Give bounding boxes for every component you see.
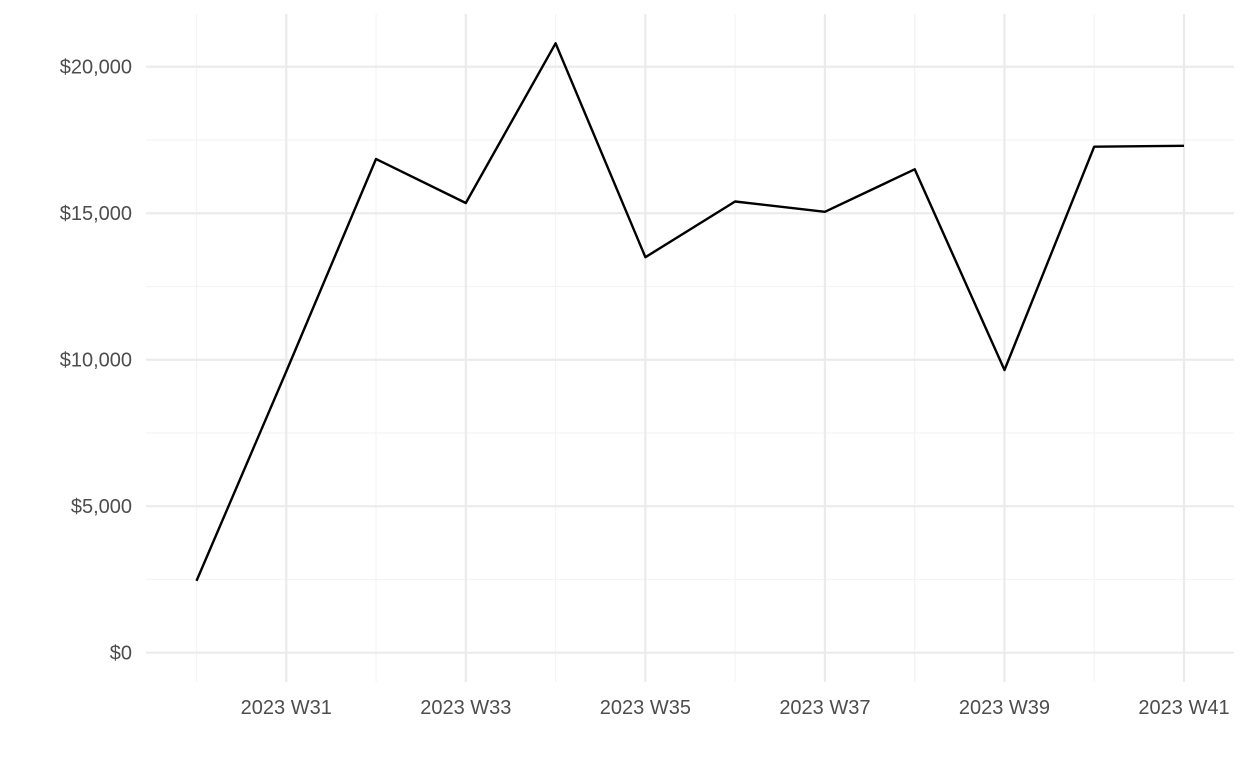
- y-tick-label: $10,000: [60, 350, 132, 372]
- x-tick-label: 2023 W37: [779, 697, 870, 719]
- x-tick-label: 2023 W39: [959, 697, 1050, 719]
- x-tick-label: 2023 W31: [241, 697, 332, 719]
- y-tick-label: $15,000: [60, 203, 132, 225]
- y-tick-label: $0: [110, 643, 132, 665]
- y-axis-tick-labels: $0 $5,000 $10,000 $15,000 $20,000: [60, 57, 132, 665]
- x-tick-label: 2023 W35: [600, 697, 691, 719]
- x-axis-tick-labels: 2023 W31 2023 W33 2023 W35 2023 W37 2023 W39…: [241, 697, 1230, 719]
- series-line: [195, 42, 1185, 582]
- major-gridlines: [146, 14, 1234, 682]
- minor-gridlines: [146, 14, 1234, 682]
- y-tick-label: $5,000: [71, 496, 132, 518]
- x-tick-label: 2023 W33: [420, 697, 511, 719]
- x-tick-label: 2023 W41: [1138, 697, 1229, 719]
- series-layer: [195, 42, 1185, 582]
- y-tick-label: $20,000: [60, 57, 132, 79]
